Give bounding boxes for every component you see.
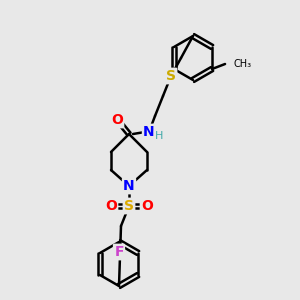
- Text: CH₃: CH₃: [233, 59, 251, 69]
- Text: O: O: [141, 199, 153, 213]
- Text: O: O: [111, 113, 123, 127]
- Text: N: N: [123, 179, 135, 193]
- Text: H: H: [155, 131, 163, 141]
- Text: O: O: [105, 199, 117, 213]
- Text: F: F: [114, 245, 124, 259]
- Text: N: N: [143, 125, 155, 139]
- Text: S: S: [166, 69, 176, 83]
- Text: S: S: [124, 199, 134, 213]
